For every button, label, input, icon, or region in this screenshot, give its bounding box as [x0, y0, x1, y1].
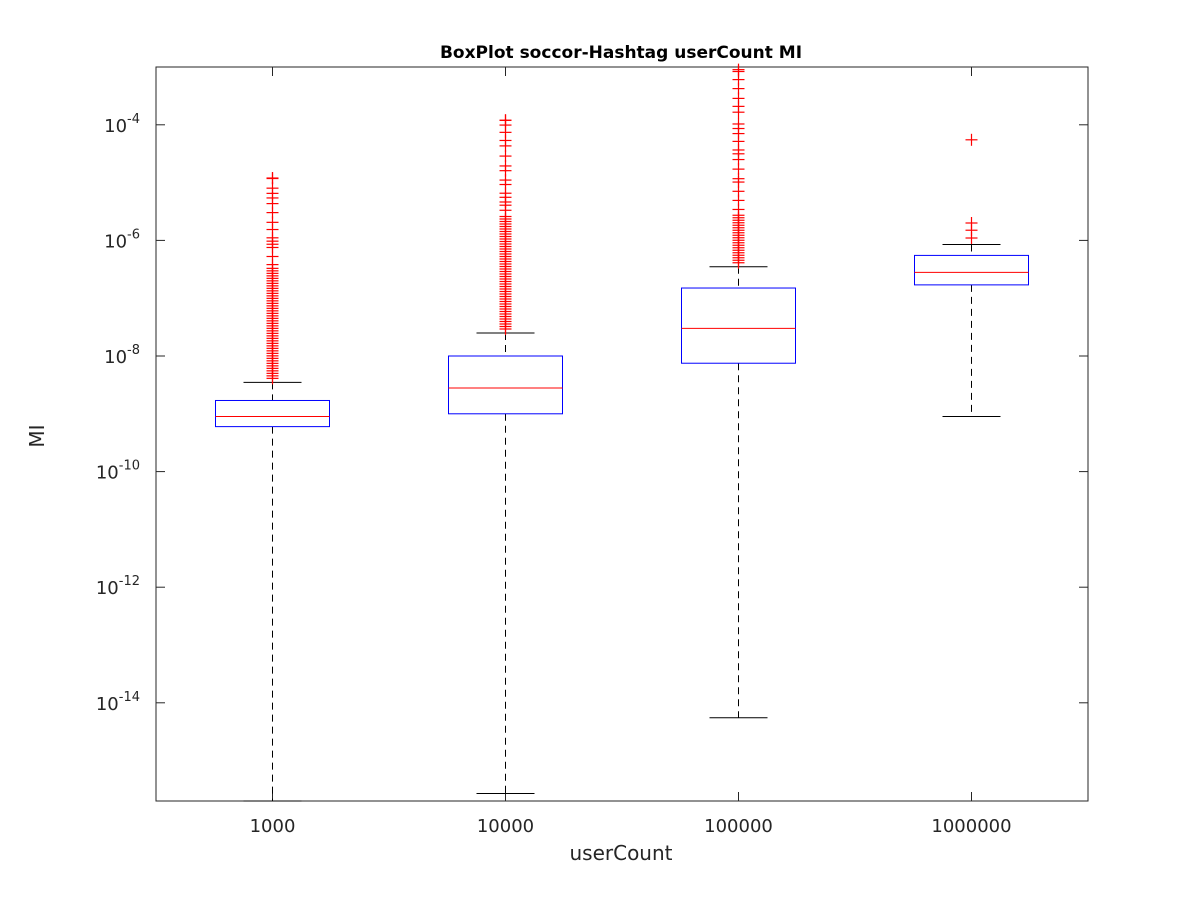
- y-tick-exponent: -8: [127, 343, 140, 358]
- x-axis-label: userCount: [569, 841, 672, 865]
- y-tick-base: 10: [96, 578, 119, 599]
- x-tick-label: 10000: [477, 816, 534, 837]
- y-tick-exponent: -6: [127, 227, 140, 242]
- y-tick-label: 10-12: [96, 574, 140, 599]
- y-tick-base: 10: [104, 231, 127, 252]
- box-group: [681, 63, 796, 719]
- box-group: [448, 114, 563, 794]
- box: [681, 287, 796, 364]
- outlier-group: [266, 172, 279, 385]
- y-tick-label: 10-8: [104, 343, 140, 368]
- x-tick-label: 1000: [250, 816, 296, 837]
- box: [448, 355, 563, 415]
- y-tick-base: 10: [96, 694, 119, 715]
- y-tick-exponent: -14: [119, 690, 140, 705]
- box-group: [914, 133, 1029, 417]
- box-group: [215, 172, 330, 802]
- y-tick-label: 10-4: [104, 112, 140, 137]
- x-tick-label: 1000000: [931, 816, 1011, 837]
- outlier-group: [732, 63, 745, 269]
- y-axis-label: MI: [25, 424, 49, 447]
- y-tick-base: 10: [104, 116, 127, 137]
- x-tick-labels: 1000 10000 100000 1000000: [250, 816, 1012, 837]
- plot-area: [155, 63, 1089, 802]
- x-tick-label: 100000: [704, 816, 773, 837]
- y-tick-label: 10-6: [104, 227, 140, 252]
- y-tick-exponent: -10: [119, 459, 140, 474]
- outlier-group: [965, 133, 978, 245]
- y-tick-base: 10: [96, 463, 119, 484]
- y-tick-exponent: -12: [119, 574, 140, 589]
- y-tick-label: 10-14: [96, 690, 140, 715]
- box: [215, 399, 330, 428]
- box: [914, 254, 1029, 286]
- y-tick-base: 10: [104, 347, 127, 368]
- chart-title: BoxPlot soccor-Hashtag userCount MI: [440, 43, 802, 63]
- y-tick-exponent: -4: [127, 112, 140, 127]
- outlier-group: [499, 114, 512, 335]
- y-tick-label: 10-10: [96, 459, 140, 484]
- axes-frame: [155, 66, 1089, 802]
